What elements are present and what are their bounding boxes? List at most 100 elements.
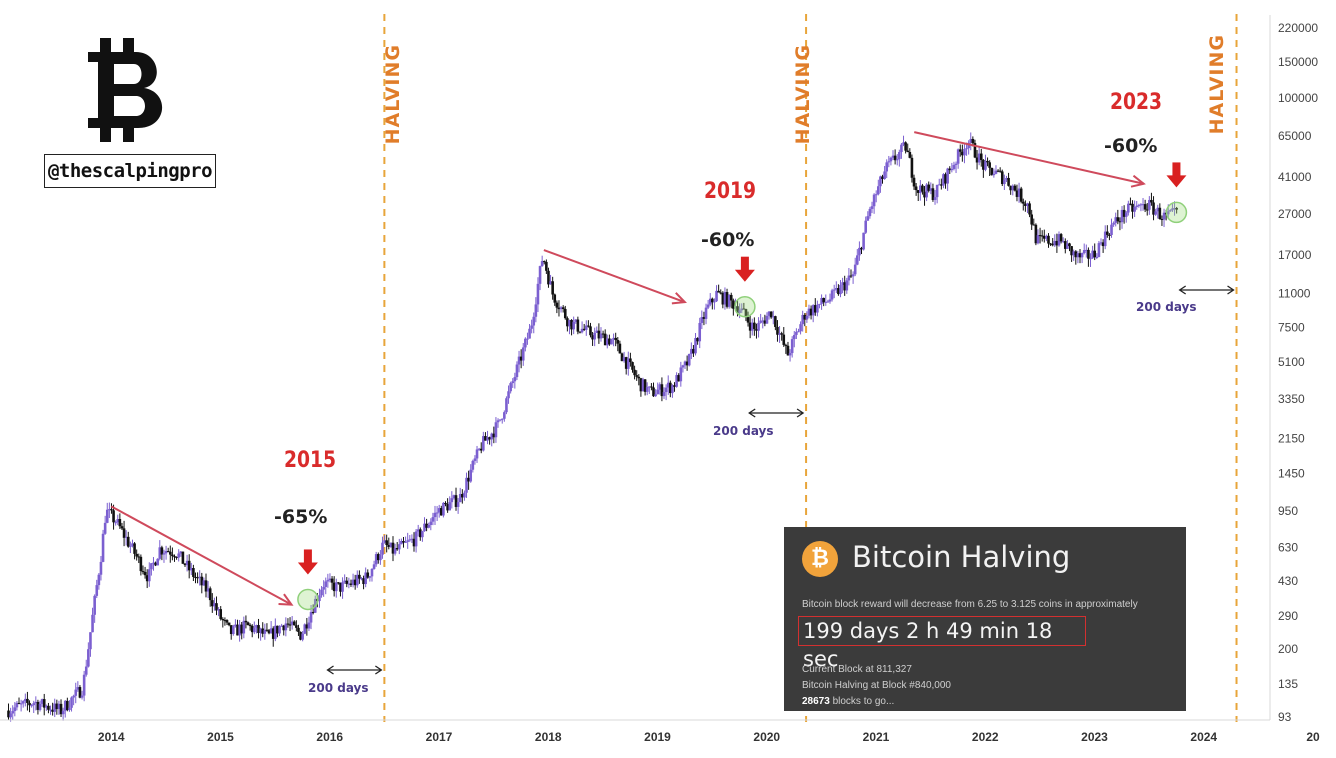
candle-body	[326, 580, 330, 582]
span-arrow-right	[375, 665, 383, 675]
candle-body	[524, 338, 527, 348]
candle-body	[902, 142, 905, 145]
candle-body	[723, 292, 727, 305]
candle-body	[372, 564, 376, 569]
days-label-2023: 200 days	[1136, 300, 1197, 314]
y-tick-label: 950	[1278, 504, 1298, 518]
candle-body	[595, 330, 599, 333]
candle-body	[1051, 243, 1054, 246]
candle-body	[807, 308, 811, 316]
candle-body	[952, 164, 956, 170]
candle-body	[173, 556, 176, 558]
candle-body	[1093, 250, 1097, 258]
drop-arrow-stem	[740, 256, 749, 271]
candle-body	[782, 334, 786, 345]
candle-body	[1118, 221, 1122, 223]
candle-body	[849, 275, 853, 277]
candle-body	[904, 142, 907, 151]
candle-body	[553, 294, 557, 303]
candle-body	[599, 333, 603, 339]
drop-pct-2023: -60%	[1104, 135, 1158, 157]
candle-body	[368, 576, 372, 578]
candle-body	[374, 554, 378, 565]
candle-body	[1068, 243, 1071, 247]
candle-body	[1122, 209, 1126, 217]
candle-body	[421, 531, 424, 538]
candle-body	[685, 361, 689, 366]
panel-description: Bitcoin block reward will decrease from …	[802, 599, 1138, 610]
candle-body	[753, 322, 756, 329]
candle-body	[601, 333, 605, 335]
days-label-2015: 200 days	[308, 681, 369, 695]
trend-lines	[110, 131, 1146, 606]
candle-body	[303, 624, 307, 634]
candle-body	[290, 621, 294, 625]
candle-body	[263, 629, 267, 634]
candle-body	[622, 357, 626, 362]
candle-body	[900, 144, 903, 153]
candle-body	[19, 703, 23, 705]
x-tick-label: 2023	[1081, 730, 1108, 744]
x-tick-label: 2020	[753, 730, 780, 744]
candle-body	[568, 319, 571, 327]
candle-body	[740, 308, 744, 311]
candle-body	[240, 624, 244, 634]
candle-body	[1173, 208, 1176, 210]
candle-body	[257, 625, 260, 634]
candle-body	[1152, 202, 1155, 215]
candle-body	[1116, 217, 1120, 222]
candle-body	[463, 492, 466, 498]
candle-body	[881, 176, 884, 180]
candle-body	[1106, 231, 1109, 235]
candle-body	[198, 576, 202, 578]
candle-body	[311, 611, 315, 613]
candle-body	[435, 512, 439, 514]
candle-body	[956, 149, 960, 164]
candle-body	[608, 338, 611, 345]
brand-handle: @thescalpingpro	[44, 154, 216, 188]
candle-body	[526, 338, 529, 340]
candle-body	[246, 622, 250, 626]
candle-body	[717, 290, 720, 293]
candle-body	[1091, 250, 1094, 259]
candle-body	[412, 538, 416, 547]
candle-body	[93, 595, 96, 615]
candle-body	[154, 562, 157, 566]
candle-body	[232, 626, 235, 635]
candle-body	[87, 649, 90, 667]
candle-body	[305, 624, 309, 629]
candle-body	[477, 448, 481, 450]
candle-body	[36, 701, 40, 710]
candle-body	[11, 711, 15, 714]
candle-body	[120, 526, 124, 529]
candle-body	[341, 582, 344, 592]
candle-body	[776, 326, 779, 335]
candle-body	[320, 589, 323, 596]
candle-body	[515, 364, 519, 378]
trend-arrow-line	[914, 131, 1144, 185]
candle-body	[946, 168, 949, 184]
y-tick-label: 135	[1278, 677, 1298, 691]
candle-body	[295, 625, 298, 628]
candle-body	[864, 220, 868, 233]
candle-body	[837, 288, 840, 295]
candle-body	[919, 185, 922, 193]
candle-body	[1114, 217, 1118, 223]
candle-body	[832, 289, 836, 291]
candle-body	[276, 625, 279, 634]
candle-body	[612, 337, 615, 340]
x-axis: 2014 2015 2016 2017 2018 2019 2020 2021 2022 2023…	[0, 719, 1320, 744]
candle-body	[839, 285, 842, 295]
candle-body	[244, 620, 248, 623]
y-tick-label: 11000	[1278, 287, 1311, 301]
candle-body	[400, 541, 403, 545]
candle-body	[469, 469, 473, 482]
candle-body	[998, 170, 1002, 172]
candle-body	[1059, 234, 1063, 242]
candle-body	[1074, 251, 1078, 258]
candle-body	[809, 308, 813, 316]
candle-body	[1009, 185, 1012, 191]
candle-body	[990, 167, 994, 176]
candle-body	[639, 378, 643, 392]
candle-body	[391, 542, 395, 554]
